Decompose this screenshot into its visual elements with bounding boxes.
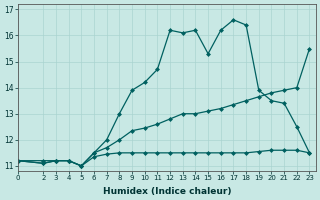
X-axis label: Humidex (Indice chaleur): Humidex (Indice chaleur) xyxy=(103,187,231,196)
